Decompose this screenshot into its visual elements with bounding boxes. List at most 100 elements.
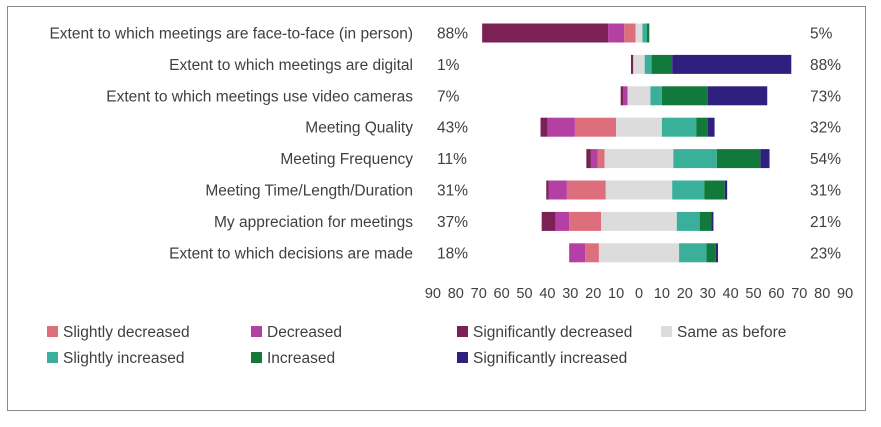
x-tick-label: 50 (745, 286, 761, 302)
bar-segment-slightly-increased (661, 117, 697, 137)
bar-segment-significantly-decreased (541, 211, 556, 231)
bar-segment-significantly-increased (724, 180, 728, 200)
right-total-label: 32% (810, 120, 841, 137)
left-total-label: 7% (437, 88, 460, 105)
bar-segment-significantly-decreased (630, 54, 634, 74)
category-label: Meeting Frequency (280, 151, 413, 168)
bar-segment-slightly-decreased (569, 211, 602, 231)
category-label: My appreciation for meetings (214, 214, 413, 231)
left-total-label: 37% (437, 214, 468, 231)
x-tick-label: 80 (448, 286, 464, 302)
x-tick-label: 10 (654, 286, 670, 302)
legend-swatch-significantly-decreased (457, 326, 468, 337)
bar-segment-decreased (569, 243, 586, 263)
bar-segment-significantly-increased (707, 117, 715, 137)
bar-segment-increased (704, 180, 725, 200)
bar-segment-increased (647, 23, 650, 43)
right-total-label: 73% (810, 88, 841, 105)
left-total-label: 11% (437, 151, 467, 168)
bar-segment-same-as-before (601, 211, 677, 231)
x-tick-label: 20 (585, 286, 601, 302)
bar-segment-significantly-decreased (546, 180, 549, 200)
bar-segment-decreased (622, 86, 628, 106)
bar-segment-same-as-before (616, 117, 662, 137)
bar-segment-slightly-increased (676, 211, 700, 231)
bar-segment-slightly-increased (650, 86, 662, 106)
legend-label: Same as before (677, 324, 786, 341)
bar-segment-decreased (590, 149, 598, 169)
bar-segment-significantly-decreased (586, 149, 591, 169)
left-total-label: 31% (437, 183, 468, 200)
bar-segment-same-as-before (635, 23, 643, 43)
x-tick-label: 90 (425, 286, 441, 302)
legend-swatch-significantly-increased (457, 352, 468, 363)
bar-segment-same-as-before (633, 54, 645, 74)
bar-segment-decreased (555, 211, 570, 231)
x-tick-label: 20 (677, 286, 693, 302)
legend-label: Increased (267, 350, 335, 367)
bar-segment-slightly-decreased (585, 243, 599, 263)
right-total-label: 31% (810, 183, 841, 200)
left-total-label: 43% (437, 120, 468, 137)
bar-segment-significantly-increased (711, 211, 714, 231)
bar-segment-slightly-increased (672, 180, 705, 200)
bar-segment-same-as-before (627, 86, 651, 106)
bar-segment-increased (661, 86, 708, 106)
category-label: Extent to which meetings are digital (169, 57, 413, 74)
x-tick-label: 50 (516, 286, 532, 302)
bar-segment-significantly-increased (672, 54, 792, 74)
bar-segment-same-as-before (598, 243, 680, 263)
bar-segment-slightly-decreased (566, 180, 606, 200)
x-tick-label: 30 (562, 286, 578, 302)
x-tick-label: 40 (723, 286, 739, 302)
bar-segment-same-as-before (605, 180, 673, 200)
legend-label: Significantly decreased (473, 324, 632, 341)
x-tick-label: 40 (539, 286, 555, 302)
left-total-label: 1% (437, 57, 460, 74)
x-tick-label: 90 (837, 286, 853, 302)
bar-segment-increased (699, 211, 712, 231)
bar-segment-slightly-increased (673, 149, 717, 169)
right-total-label: 5% (810, 26, 833, 43)
bar-segment-significantly-increased (760, 149, 770, 169)
legend-swatch-increased (251, 352, 262, 363)
bar-segment-decreased (608, 23, 625, 43)
legend-label: Slightly decreased (63, 324, 190, 341)
bar-segment-slightly-increased (679, 243, 707, 263)
x-tick-label: 60 (768, 286, 784, 302)
bar-segment-slightly-decreased (624, 23, 636, 43)
right-total-label: 88% (810, 57, 841, 74)
legend-swatch-slightly-increased (47, 352, 58, 363)
bar-segment-decreased (548, 180, 567, 200)
x-tick-label: 30 (700, 286, 716, 302)
bar-segment-significantly-decreased (620, 86, 623, 106)
category-label: Meeting Time/Length/Duration (205, 183, 413, 200)
bar-segment-slightly-increased (642, 23, 648, 43)
bar-segment-increased (716, 149, 761, 169)
bar-segment-slightly-increased (644, 54, 652, 74)
x-tick-label: 10 (608, 286, 624, 302)
legend-swatch-slightly-decreased (47, 326, 58, 337)
bar-segment-slightly-decreased (597, 149, 605, 169)
right-total-label: 23% (810, 245, 841, 262)
x-tick-label: 0 (635, 286, 643, 302)
legend-swatch-same-as-before (661, 326, 672, 337)
bar-segment-significantly-decreased (540, 117, 548, 137)
x-tick-label: 70 (471, 286, 487, 302)
bar-segment-same-as-before (604, 149, 674, 169)
bar-segment-slightly-decreased (574, 117, 617, 137)
bar-segment-significantly-increased (715, 243, 719, 263)
bar-segment-increased (696, 117, 708, 137)
legend-swatch-decreased (251, 326, 262, 337)
left-total-label: 88% (437, 26, 468, 43)
x-tick-label: 60 (494, 286, 510, 302)
category-label: Extent to which meetings are face-to-fac… (49, 26, 413, 43)
category-label: Meeting Quality (305, 120, 413, 137)
x-tick-label: 80 (814, 286, 830, 302)
bar-segment-significantly-increased (707, 86, 768, 106)
category-label: Extent to which decisions are made (169, 245, 413, 262)
chart-frame (7, 6, 866, 411)
left-total-label: 18% (437, 245, 468, 262)
x-tick-label: 70 (791, 286, 807, 302)
